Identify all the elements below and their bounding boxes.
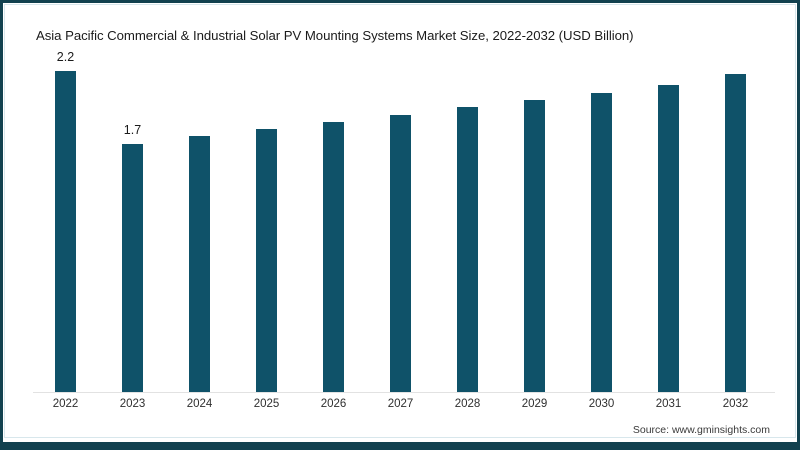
bar-2024 — [189, 136, 210, 392]
source-attribution: Source: www.gminsights.com — [632, 424, 770, 436]
x-tick-label-2025: 2025 — [253, 398, 280, 410]
bar-2027 — [390, 115, 411, 392]
chart-title: Asia Pacific Commercial & Industrial Sol… — [36, 28, 634, 43]
bar-2026 — [323, 122, 344, 392]
bar-2030 — [591, 93, 612, 392]
bar-2025 — [256, 129, 277, 392]
bar-2023 — [122, 144, 143, 392]
x-tick-label-2032: 2032 — [722, 398, 749, 410]
bar-2022 — [55, 71, 76, 392]
x-tick-label-2027: 2027 — [387, 398, 414, 410]
x-tick-label-2022: 2022 — [52, 398, 79, 410]
x-tick-label-2028: 2028 — [454, 398, 481, 410]
bar-2031 — [658, 85, 679, 392]
bar-2032 — [725, 74, 746, 392]
x-tick-label-2026: 2026 — [320, 398, 347, 410]
bar-value-label-2023: 1.7 — [123, 123, 142, 137]
x-tick-label-2031: 2031 — [655, 398, 682, 410]
bar-2029 — [524, 100, 545, 392]
x-tick-label-2023: 2023 — [119, 398, 146, 410]
x-tick-label-2029: 2029 — [521, 398, 548, 410]
x-axis-line — [33, 392, 775, 393]
x-tick-label-2024: 2024 — [186, 398, 213, 410]
x-tick-label-2030: 2030 — [588, 398, 615, 410]
bar-value-label-2022: 2.2 — [56, 50, 75, 64]
bar-2028 — [457, 107, 478, 392]
